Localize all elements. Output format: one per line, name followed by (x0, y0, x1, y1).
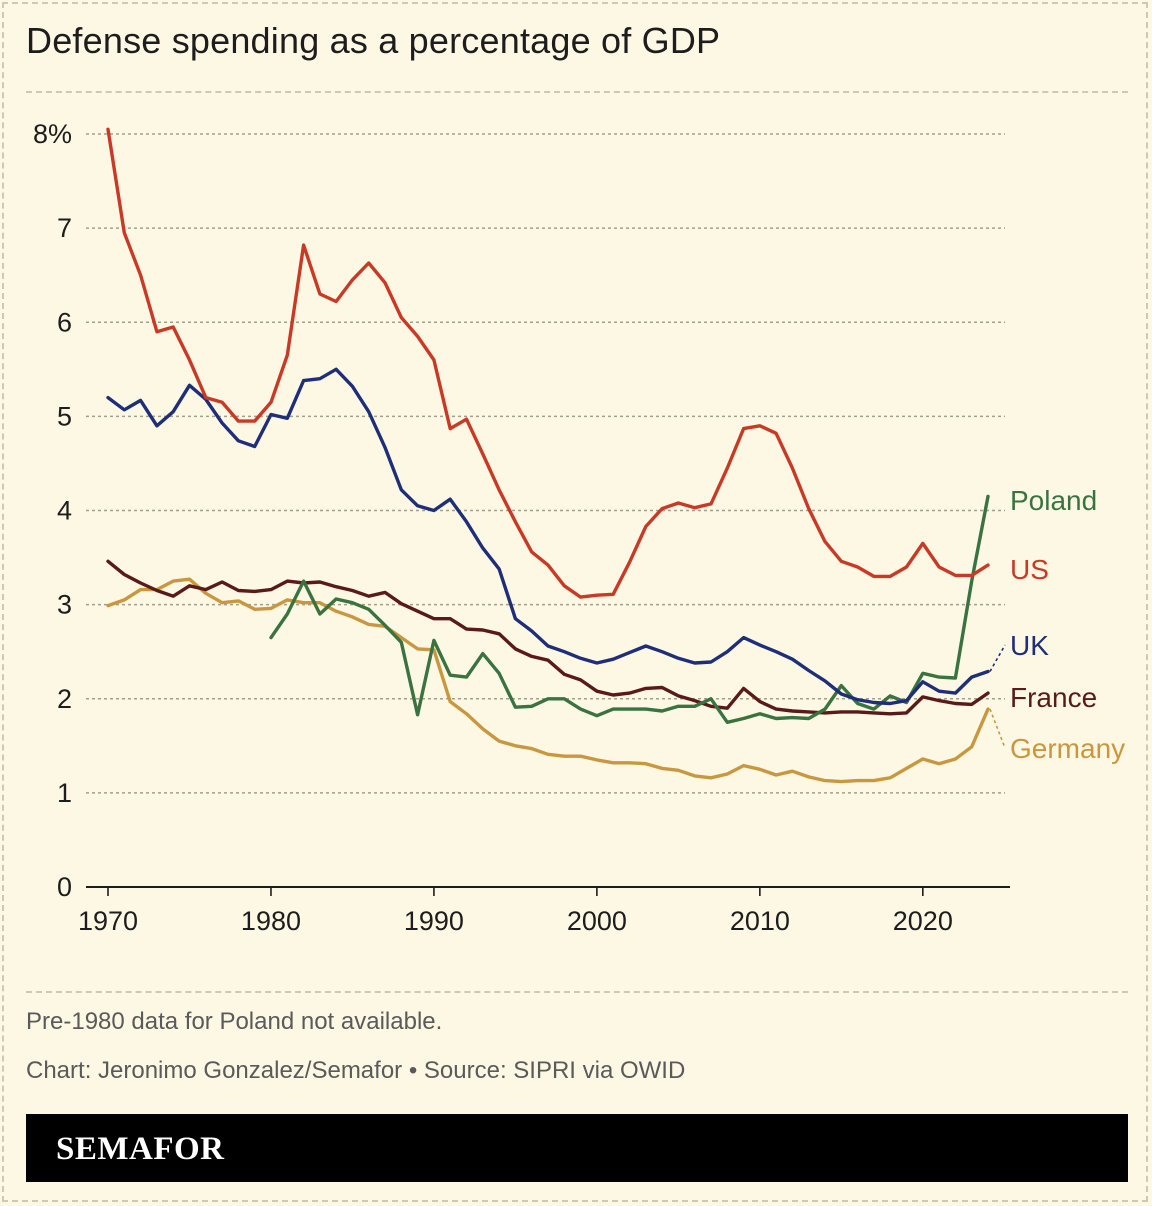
line-chart: 0 1 2 3 4 5 6 7 8% 1970 1980 1990 2000 2010 2020 US UK… (33, 119, 1125, 936)
y-tick-label: 6 (57, 307, 72, 337)
series-line-poland (269, 494, 990, 724)
x-tick-label: 2020 (893, 906, 953, 936)
gridlines (86, 133, 1010, 888)
y-tick-label: 4 (57, 496, 72, 526)
x-tick-label: 2000 (567, 906, 627, 936)
footer-bar: SEMAFOR (26, 1114, 1128, 1182)
y-tick-label: 3 (57, 590, 72, 620)
x-tick-label: 2010 (730, 906, 790, 936)
y-tick-label: 0 (57, 872, 72, 902)
series-lines (106, 127, 990, 784)
footnote: Pre-1980 data for Poland not available. (26, 1008, 443, 1035)
series-line-uk (106, 367, 990, 706)
x-tick-label: 1970 (78, 906, 138, 936)
bottom-divider (26, 991, 1128, 993)
chart-title: Defense spending as a percentage of GDP (26, 20, 721, 61)
top-divider (26, 91, 1128, 93)
series-line-france (106, 559, 990, 716)
label-leader-germany (989, 708, 1006, 749)
series-label-poland: Poland (1010, 485, 1097, 516)
source-credit: Chart: Jeronimo Gonzalez/Semafor • Sourc… (26, 1057, 686, 1084)
series-line-us (106, 127, 990, 599)
y-tick-label: 5 (57, 401, 72, 431)
x-tick-label: 1980 (241, 906, 301, 936)
label-leader-uk (989, 644, 1006, 672)
y-axis-ticks: 0 1 2 3 4 5 6 7 8% (33, 119, 72, 902)
y-tick-label: 1 (57, 778, 72, 808)
y-tick-label: 2 (57, 684, 72, 714)
series-label-us: US (1010, 554, 1049, 585)
series-line-germany (106, 577, 990, 784)
y-tick-label: 7 (57, 213, 72, 243)
series-label-uk: UK (1010, 630, 1049, 661)
y-tick-label: 8% (33, 119, 72, 149)
series-label-france: France (1010, 682, 1097, 713)
series-labels: US UK Poland France Germany (989, 485, 1125, 764)
x-axis-ticks: 1970 1980 1990 2000 2010 2020 (78, 887, 953, 936)
series-label-germany: Germany (1010, 733, 1125, 764)
semafor-logo: SEMAFOR (56, 1131, 225, 1167)
x-tick-label: 1990 (404, 906, 464, 936)
